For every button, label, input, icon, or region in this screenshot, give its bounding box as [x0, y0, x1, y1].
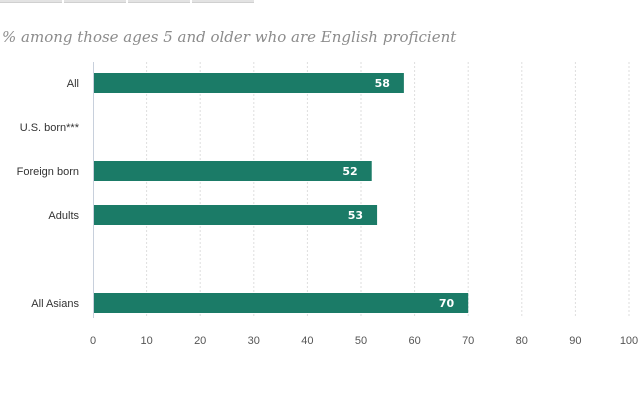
category-label: U.S. born***	[20, 122, 80, 134]
data-label: 52	[342, 165, 357, 178]
tab[interactable]	[192, 0, 254, 3]
category-label: All	[67, 78, 79, 90]
x-tick-label: 50	[355, 335, 367, 347]
data-label: 70	[439, 297, 455, 310]
category-label: Foreign born	[17, 166, 79, 178]
x-tick-label: 90	[569, 335, 581, 347]
bar	[94, 293, 469, 313]
category-label: All Asians	[31, 298, 79, 310]
tab[interactable]	[0, 0, 62, 3]
category-label: Adults	[48, 210, 79, 222]
x-tick-label: 10	[140, 335, 152, 347]
tab[interactable]	[64, 0, 126, 3]
x-tick-label: 0	[90, 335, 96, 347]
x-tick-label: 60	[408, 335, 420, 347]
x-tick-label: 100	[620, 335, 638, 347]
data-label: 58	[375, 77, 390, 90]
x-tick-label: 30	[248, 335, 260, 347]
data-label: 53	[348, 209, 363, 222]
bar	[94, 205, 378, 225]
chart-subtitle: % among those ages 5 and older who are E…	[2, 28, 457, 46]
bar	[94, 161, 372, 181]
top-tab-strip	[0, 0, 640, 3]
x-tick-label: 70	[462, 335, 474, 347]
bar	[94, 73, 404, 93]
tab[interactable]	[128, 0, 190, 3]
x-tick-label: 80	[516, 335, 528, 347]
x-tick-label: 40	[301, 335, 313, 347]
x-tick-label: 20	[194, 335, 206, 347]
